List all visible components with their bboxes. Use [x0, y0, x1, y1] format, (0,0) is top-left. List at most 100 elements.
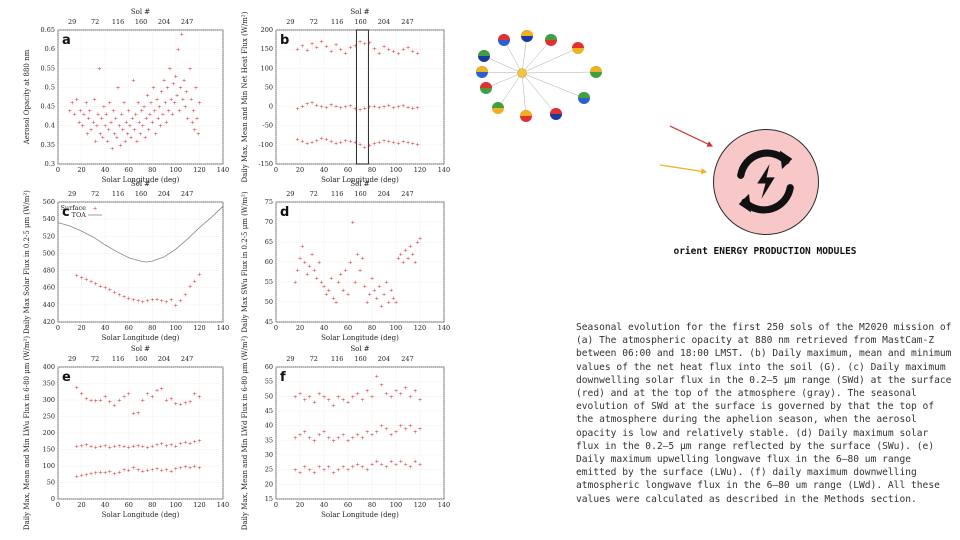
data-point: +: [67, 108, 72, 114]
y-tick-label: 100: [43, 462, 55, 470]
diagram-node: [476, 66, 488, 78]
data-point: +: [329, 139, 334, 145]
data-point: +: [382, 138, 387, 144]
y-tick-label: 40: [265, 422, 273, 430]
data-point: +: [86, 116, 91, 122]
x-tick-label: 100: [170, 166, 182, 174]
data-point: +: [88, 108, 93, 114]
yellow-arrow: [659, 164, 708, 175]
x-axis-label: Solar Longitude (deg): [102, 334, 180, 342]
top-tick-label: 160: [354, 18, 366, 26]
data-point: +: [176, 47, 181, 53]
data-point: +: [415, 240, 420, 246]
data-point: +: [374, 459, 379, 465]
data-point: +: [96, 112, 101, 118]
data-point: +: [326, 435, 331, 441]
top-tick-label: 72: [310, 18, 318, 26]
data-point: +: [372, 46, 377, 52]
data-point: +: [386, 300, 391, 306]
data-point: +: [358, 39, 363, 45]
data-point: +: [98, 398, 103, 404]
data-point: +: [105, 139, 110, 145]
chart-svg-d: 0 20 40 60 80 100 120 140 45 50 55 60 65 70 75 Sol # 29 7…: [241, 180, 450, 342]
panel-letter: b: [280, 33, 289, 48]
data-point: +: [396, 141, 401, 147]
data-point: +: [122, 294, 127, 300]
y-axis-label: Daily Max SWu Flux in 0.2-5 μm (W/m²): [241, 191, 249, 332]
y-tick-label: 200: [43, 429, 55, 437]
data-point: +: [197, 466, 202, 472]
data-point: +: [302, 465, 307, 471]
data-point: +: [84, 443, 89, 449]
data-point: +: [293, 394, 298, 400]
x-tick-label: 60: [125, 501, 133, 509]
data-point: +: [142, 105, 147, 111]
data-point: +: [379, 424, 384, 430]
data-point: +: [406, 256, 411, 262]
data-point: +: [75, 273, 80, 279]
data-point: +: [80, 124, 85, 130]
data-point: +: [298, 256, 303, 262]
data-point: +: [194, 85, 199, 91]
data-point: +: [150, 395, 155, 401]
data-point: +: [84, 277, 89, 283]
data-point: +: [396, 52, 401, 58]
y-tick-label: 0.5: [45, 83, 55, 91]
data-point: +: [312, 268, 317, 274]
x-tick-label: 40: [320, 501, 328, 509]
data-point: +: [300, 139, 305, 145]
data-point: +: [164, 467, 169, 473]
data-point: +: [192, 439, 197, 445]
data-point: +: [89, 128, 94, 134]
y-tick-label: 20: [265, 480, 273, 488]
data-point: +: [365, 388, 370, 394]
data-point: +: [372, 141, 377, 147]
data-point: +: [169, 469, 174, 475]
data-point: +: [336, 435, 341, 441]
chart-panel-f: 0 20 40 60 80 100 120 140 15 20 25 30 35 40 45 50 55 60 So…: [238, 336, 456, 531]
x-tick-label: 120: [414, 166, 426, 174]
x-tick-label: 0: [274, 166, 278, 174]
data-point: +: [188, 441, 193, 447]
data-point: +: [79, 275, 84, 281]
data-point: +: [178, 441, 183, 447]
diagram-node: [550, 108, 562, 120]
data-point: +: [192, 464, 197, 470]
x-tick-label: 60: [344, 324, 352, 332]
data-point: +: [384, 465, 389, 471]
diagram-spoke: [521, 71, 597, 74]
data-point: +: [410, 49, 415, 55]
data-point: +: [89, 471, 94, 477]
top-axis-title: Sol #: [131, 8, 150, 16]
y-tick-label: 0.65: [41, 26, 55, 34]
data-point: +: [418, 427, 423, 433]
top-axis-title: Sol #: [131, 180, 150, 188]
x-tick-label: 20: [77, 324, 85, 332]
top-tick-label: 29: [68, 18, 76, 26]
energy-cycle-icon: [713, 129, 819, 235]
data-point: +: [353, 280, 358, 286]
data-point: +: [329, 103, 334, 109]
data-point: +: [112, 403, 117, 409]
data-point: +: [112, 290, 117, 296]
y-tick-label: 420: [43, 318, 55, 326]
data-point: +: [401, 47, 406, 53]
x-tick-label: 20: [296, 501, 304, 509]
data-point: +: [322, 430, 327, 436]
data-point: +: [174, 401, 179, 407]
data-point: +: [136, 444, 141, 450]
data-point: +: [355, 462, 360, 468]
data-point: +: [79, 391, 84, 397]
data-point: +: [319, 39, 324, 45]
data-point: +: [133, 112, 138, 118]
data-point: +: [82, 112, 87, 118]
data-point: +: [192, 391, 197, 397]
data-point: +: [159, 468, 164, 474]
data-point: +: [346, 438, 351, 444]
data-point: +: [317, 465, 322, 471]
diagram-spoke: [521, 39, 552, 74]
data-point: +: [314, 103, 319, 109]
data-point: +: [312, 438, 317, 444]
data-point: +: [310, 41, 315, 47]
top-tick-label: 116: [331, 190, 343, 198]
